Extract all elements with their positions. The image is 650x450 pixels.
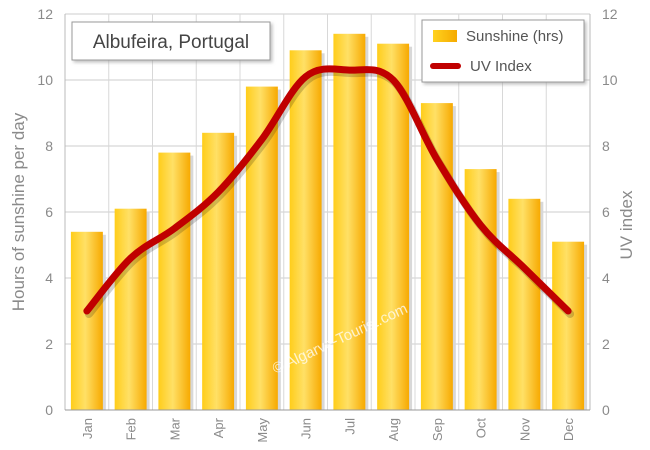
x-tick-label: Aug	[386, 418, 401, 441]
y-tick-label: 6	[45, 204, 53, 220]
bar	[114, 208, 147, 410]
x-ticks: Jan Feb Mar Apr May Jun Jul Aug Sep Oct Nov Dec	[80, 417, 576, 442]
bar	[202, 132, 235, 411]
x-tick-label: Oct	[474, 418, 489, 439]
y2-tick-label: 4	[602, 270, 610, 286]
bar	[289, 50, 322, 411]
legend-label-uv: UV Index	[470, 58, 532, 75]
legend-label-sunshine: Sunshine (hrs)	[466, 28, 564, 45]
bar	[333, 33, 366, 411]
x-tick-label: Mar	[167, 417, 182, 440]
uv-line	[83, 65, 572, 315]
y-tick-label: 2	[45, 336, 53, 352]
title-box: Albufeira, Portugal	[71, 21, 271, 61]
legend-swatch-sunshine	[433, 30, 457, 42]
y-tick-label: 8	[45, 138, 53, 154]
bar	[508, 198, 541, 410]
y-axis-label: Hours of sunshine per day	[9, 112, 28, 311]
chart-title: Albufeira, Portugal	[93, 32, 249, 53]
x-tick-label: May	[255, 418, 270, 443]
bar	[420, 103, 453, 410]
bar	[552, 241, 585, 410]
bar-series	[70, 33, 588, 411]
gridlines	[65, 13, 590, 410]
x-tick-label: Apr	[211, 417, 226, 438]
y2-tick-label: 10	[602, 72, 618, 88]
y2-tick-label: 8	[602, 138, 610, 154]
bar	[70, 231, 103, 410]
bar	[377, 43, 410, 410]
x-tick-label: Feb	[124, 418, 139, 440]
left-y-ticks: 0 2 4 6 8 10 12	[37, 6, 53, 418]
x-tick-label: Nov	[517, 418, 532, 442]
y2-axis-label: UV index	[617, 190, 636, 259]
line-series	[83, 65, 575, 318]
x-tick-label: Jul	[342, 418, 357, 435]
x-tick-label: Jan	[80, 418, 95, 439]
y-tick-label: 4	[45, 270, 53, 286]
bar	[158, 152, 191, 410]
x-tick-label: Dec	[561, 418, 576, 442]
y-tick-label: 0	[45, 402, 53, 418]
y-tick-label: 10	[37, 72, 53, 88]
y2-tick-label: 6	[602, 204, 610, 220]
legend: Sunshine (hrs) UV Index	[421, 19, 585, 83]
y2-tick-label: 12	[602, 6, 618, 22]
x-tick-label: Jun	[299, 418, 314, 439]
axes	[64, 14, 591, 411]
right-y-ticks: 0 2 4 6 8 10 12	[602, 6, 618, 418]
y-tick-label: 12	[37, 6, 53, 22]
y2-tick-label: 2	[602, 336, 610, 352]
x-tick-label: Sep	[430, 418, 445, 441]
y2-tick-label: 0	[602, 402, 610, 418]
